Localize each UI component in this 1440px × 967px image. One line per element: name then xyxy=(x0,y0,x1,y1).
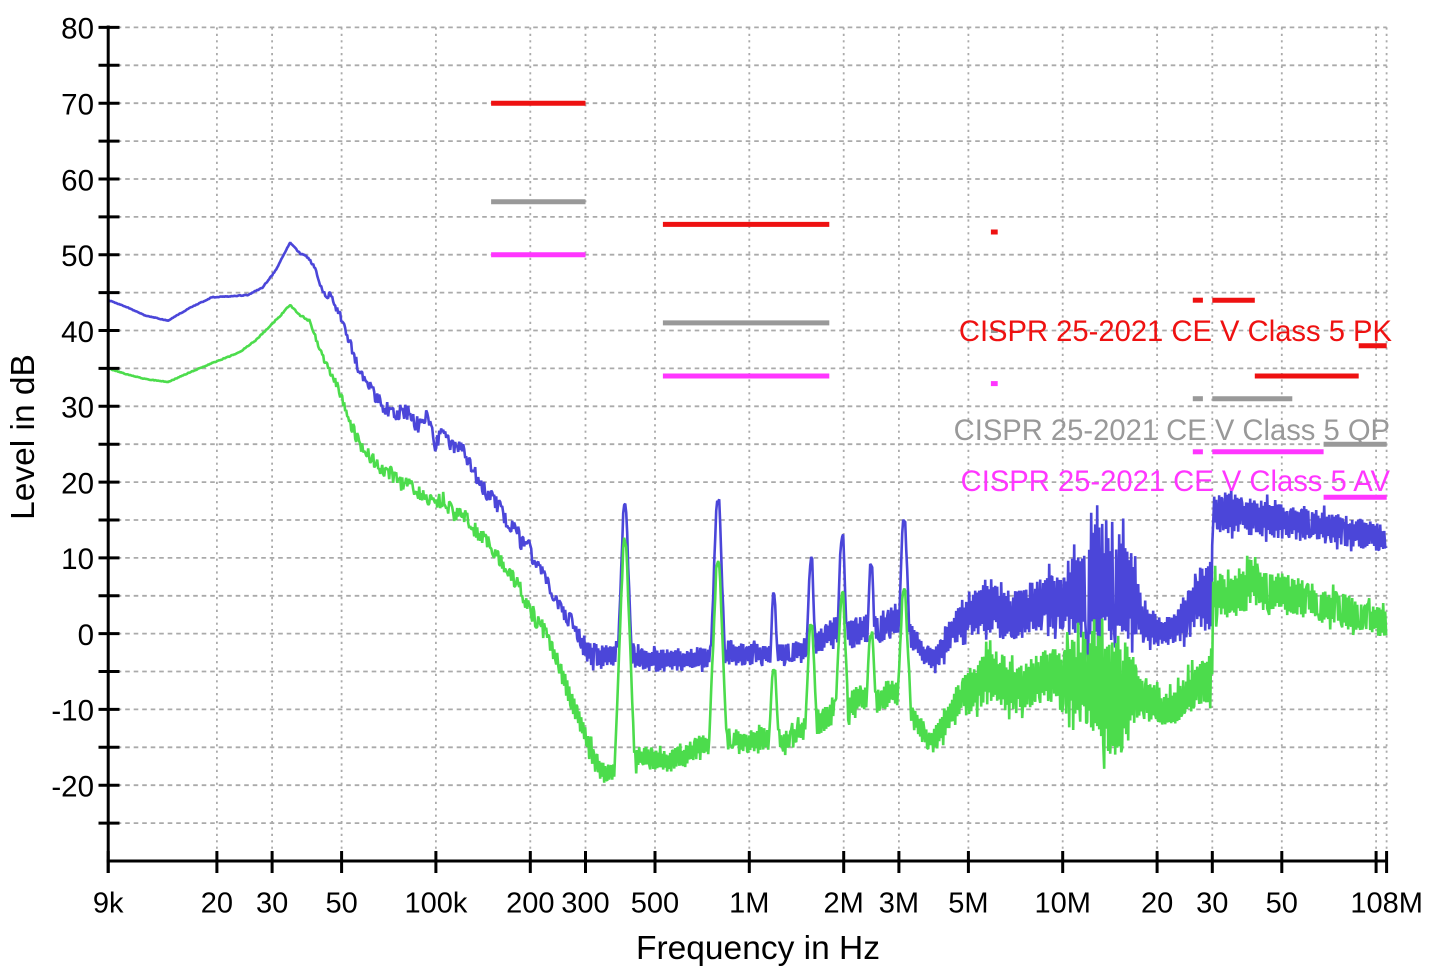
svg-text:3M: 3M xyxy=(879,888,919,920)
svg-text:5M: 5M xyxy=(948,888,988,920)
svg-text:CISPR 25-2021 CE V Class 5 QP: CISPR 25-2021 CE V Class 5 QP xyxy=(954,415,1390,447)
svg-text:50: 50 xyxy=(61,240,94,273)
svg-text:-10: -10 xyxy=(51,695,94,728)
svg-text:40: 40 xyxy=(61,316,94,349)
svg-text:2M: 2M xyxy=(824,888,864,920)
svg-text:9k: 9k xyxy=(93,888,124,920)
svg-text:Level in dB: Level in dB xyxy=(5,354,42,520)
svg-text:200: 200 xyxy=(506,888,554,920)
svg-text:Frequency in Hz: Frequency in Hz xyxy=(636,930,880,967)
svg-text:30: 30 xyxy=(61,392,94,425)
svg-text:60: 60 xyxy=(61,164,94,197)
svg-text:20: 20 xyxy=(201,888,233,920)
svg-text:300: 300 xyxy=(561,888,609,920)
svg-text:CISPR 25-2021 CE V Class 5 AV: CISPR 25-2021 CE V Class 5 AV xyxy=(961,466,1391,498)
svg-text:50: 50 xyxy=(325,888,357,920)
svg-text:70: 70 xyxy=(61,89,94,122)
svg-text:20: 20 xyxy=(1141,888,1173,920)
svg-text:10: 10 xyxy=(61,543,94,576)
svg-text:50: 50 xyxy=(1266,888,1298,920)
svg-text:30: 30 xyxy=(256,888,288,920)
svg-text:10M: 10M xyxy=(1034,888,1090,920)
svg-text:108M: 108M xyxy=(1350,888,1423,920)
svg-text:1M: 1M xyxy=(729,888,769,920)
svg-text:100k: 100k xyxy=(404,888,467,920)
svg-text:-20: -20 xyxy=(51,771,94,804)
svg-text:500: 500 xyxy=(631,888,679,920)
svg-text:80: 80 xyxy=(61,13,94,46)
svg-text:20: 20 xyxy=(61,467,94,500)
svg-text:30: 30 xyxy=(1196,888,1228,920)
svg-text:0: 0 xyxy=(78,619,94,652)
svg-text:CISPR 25-2021 CE V Class 5 PK: CISPR 25-2021 CE V Class 5 PK xyxy=(959,316,1393,348)
